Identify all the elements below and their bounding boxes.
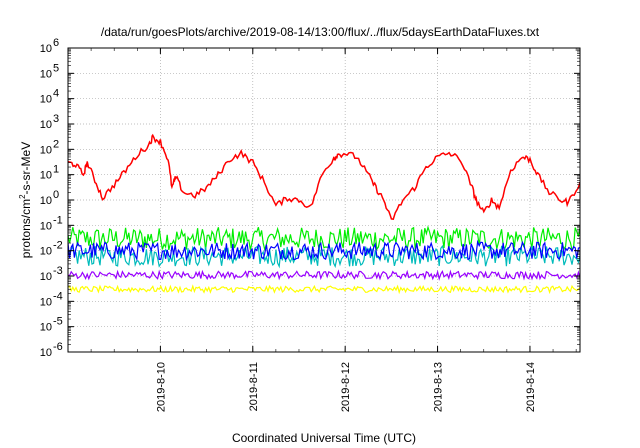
y-axis-label: protons/cm2-s-sr-MeV [18, 142, 33, 258]
y-tick-label: 10 [40, 68, 52, 80]
y-tick-label: 10 [40, 195, 52, 207]
y-tick-exponent: 4 [53, 88, 59, 100]
x-axis-label: Coordinated Universal Time (UTC) [232, 431, 416, 445]
series-line [68, 244, 580, 269]
y-tick-label: 10 [40, 43, 52, 55]
y-tick-exponent: -1 [53, 214, 63, 226]
y-tick-exponent: 1 [53, 164, 59, 176]
series-line-red [68, 133, 580, 221]
y-tick-label: 10 [40, 246, 52, 258]
x-tick-label: 2019-8-13 [433, 362, 445, 412]
y-axis-label-rest: -s-sr-MeV [19, 142, 33, 195]
y-axis-label-main: protons/cm [19, 199, 33, 258]
y-tick-label: 10 [40, 322, 52, 334]
y-tick-label: 10 [40, 94, 52, 106]
y-tick-exponent: -6 [53, 341, 63, 353]
y-tick-exponent: -5 [53, 316, 63, 328]
y-axis-label-superscript: 2 [18, 194, 27, 199]
series-line [68, 284, 580, 295]
x-tick-label: 2019-8-14 [525, 362, 537, 412]
x-tick-label: 2019-8-10 [155, 362, 167, 412]
y-tick-label: 10 [40, 347, 52, 359]
y-tick-label: 10 [40, 220, 52, 232]
series-line [68, 225, 580, 253]
y-tick-exponent: 2 [53, 138, 59, 150]
y-tick-exponent: 3 [53, 113, 59, 125]
series-layer [68, 133, 580, 295]
x-tick-label: 2019-8-12 [340, 362, 352, 412]
y-tick-exponent: 5 [53, 62, 59, 74]
y-tick-exponent: 0 [53, 189, 59, 201]
y-tick-label: 10 [40, 144, 52, 156]
x-tick-label: 2019-8-11 [248, 362, 260, 411]
y-tick-exponent: -3 [53, 265, 63, 277]
y-tick-exponent: 6 [53, 37, 59, 49]
series-line [68, 239, 580, 262]
grid-lines [68, 48, 580, 352]
y-tick-exponent: -4 [53, 290, 63, 302]
y-tick-label: 10 [40, 296, 52, 308]
axis-ticks: 10 -610 -510 -410 -310 -210 -110 010 110 210 310 41… [40, 37, 580, 412]
y-tick-label: 10 [40, 170, 52, 182]
series-line [68, 269, 580, 281]
y-tick-label: 10 [40, 271, 52, 283]
y-tick-exponent: -2 [53, 240, 63, 252]
y-tick-label: 10 [40, 119, 52, 131]
chart-title: /data/run/goesPlots/archive/2019-08-14/1… [101, 25, 540, 39]
